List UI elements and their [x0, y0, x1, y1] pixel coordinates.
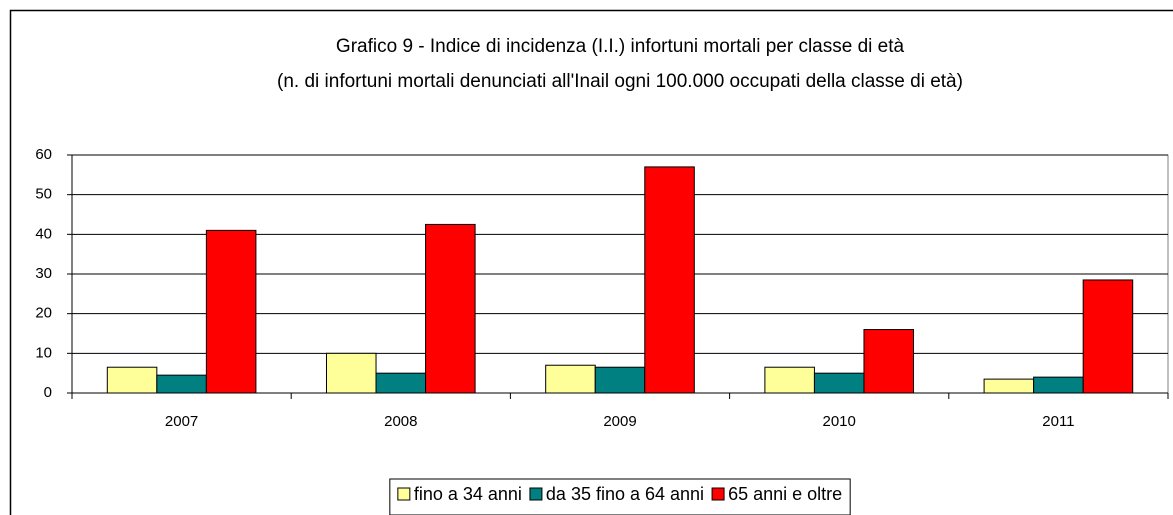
bar	[156, 374, 207, 394]
x-tick-label: 2011	[1042, 413, 1074, 430]
bar	[375, 372, 427, 394]
bar	[1082, 279, 1134, 394]
bar	[425, 223, 476, 394]
legend-label: 65 anni e oltre	[728, 484, 842, 504]
chart-title: Grafico 9 - Indice di incidenza (I.I.) i…	[336, 36, 905, 57]
bar	[1033, 376, 1084, 394]
bar	[764, 366, 815, 394]
legend-swatch	[711, 487, 725, 501]
bar	[594, 366, 646, 394]
legend-label: fino a 34 anni	[414, 484, 522, 504]
y-tick-label: 30	[35, 265, 52, 282]
legend-swatch	[397, 487, 411, 501]
legend-swatch	[529, 487, 543, 501]
y-tick-label: 10	[35, 344, 52, 361]
bar	[983, 378, 1035, 394]
bar	[545, 364, 596, 394]
bar	[813, 372, 865, 394]
y-tick-label: 60	[35, 146, 52, 163]
bar	[863, 329, 915, 394]
x-tick-label: 2010	[823, 413, 856, 430]
legend-label: da 35 fino a 64 anni	[546, 484, 704, 504]
y-tick-label: 20	[35, 305, 52, 322]
legend-box	[389, 478, 851, 515]
x-tick-label: 2008	[384, 413, 417, 430]
bar	[325, 352, 377, 394]
x-tick-label: 2007	[165, 413, 198, 430]
chart-subtitle: (n. di infortuni mortali denunciati all'…	[277, 71, 963, 92]
bar	[205, 229, 257, 394]
y-tick-label: 50	[35, 186, 52, 203]
y-tick-label: 40	[35, 225, 52, 242]
chart-frame	[9, 9, 1173, 515]
bar	[106, 366, 158, 394]
y-tick-label: 0	[44, 384, 52, 401]
bar	[644, 166, 695, 394]
x-tick-label: 2009	[603, 413, 636, 430]
